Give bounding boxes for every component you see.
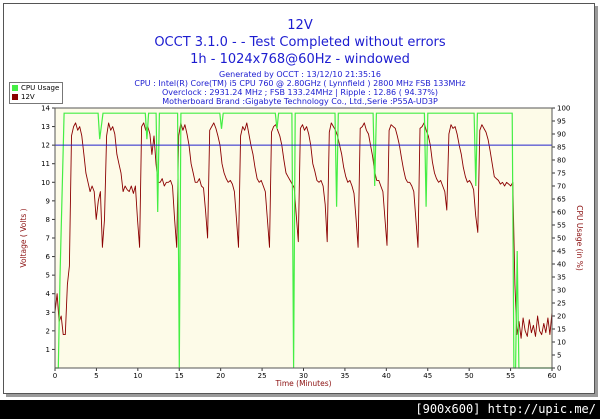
x-tick-label-45: 45	[423, 372, 432, 380]
y-tick-label-8: 8	[46, 216, 50, 224]
y-tick-label-5: 5	[46, 272, 50, 280]
y2-tick-label-60: 60	[557, 209, 566, 217]
y2-tick-label-80: 80	[557, 157, 566, 165]
info-line-generated: Generated by OCCT : 13/12/10 21:35:16	[219, 70, 381, 79]
y2-tick-label-100: 100	[557, 105, 570, 113]
x-tick-label-55: 55	[506, 372, 515, 380]
watermark-bar: [900x600] http://upic.me/	[0, 400, 600, 419]
x-tick-label-20: 20	[216, 372, 225, 380]
legend-swatch-12v	[12, 94, 18, 100]
y-tick-label-7: 7	[46, 235, 50, 243]
y2-tick-label-70: 70	[557, 183, 566, 191]
legend-swatch-cpu-usage	[12, 85, 18, 91]
x-axis-label: Time (Minutes)	[274, 379, 331, 388]
y-tick-label-14: 14	[41, 105, 50, 113]
series-line-12v	[54, 122, 553, 339]
plot-border	[54, 107, 553, 369]
x-tick-label-5: 5	[94, 372, 98, 380]
info-line-overclock: Overclock : 2931.24 MHz ; FSB 133.24MHz …	[162, 88, 438, 97]
y-tick-label-6: 6	[46, 253, 51, 261]
y-tick-label-10: 10	[41, 179, 50, 187]
y2-tick-label-75: 75	[557, 170, 566, 178]
x-tick-label-40: 40	[382, 372, 391, 380]
x-tick-label-25: 25	[258, 372, 267, 380]
legend-label-cpu-usage: CPU Usage	[21, 84, 60, 92]
y-tick-label-12: 12	[41, 142, 50, 150]
x-tick-label-60: 60	[548, 372, 557, 380]
y2-tick-label-15: 15	[557, 326, 566, 334]
y2-tick-label-55: 55	[557, 222, 566, 230]
y2-tick-label-65: 65	[557, 196, 566, 204]
chart-subtitle-2: 1h - 1024x768@60Hz - windowed	[190, 52, 410, 67]
plot-area	[54, 107, 553, 369]
y2-tick-label-0: 0	[557, 365, 561, 373]
y-tick-label-9: 9	[46, 197, 50, 205]
x-tick-label-15: 15	[175, 372, 184, 380]
series-line-cpu-usage	[55, 112, 552, 369]
y2-tick-label-35: 35	[557, 274, 566, 282]
info-line-motherboard: Motherboard Brand :Gigabyte Technology C…	[162, 97, 438, 106]
y-axis-label: Voltage ( Volts )	[19, 208, 28, 267]
y-tick-label-1: 1	[46, 346, 50, 354]
x-tick-label-30: 30	[299, 372, 308, 380]
legend-item-12v: 12V	[12, 93, 35, 102]
y2-tick-label-40: 40	[557, 261, 566, 269]
y2-tick-label-30: 30	[557, 287, 566, 295]
y2-tick-label-95: 95	[557, 118, 566, 126]
y2-tick-label-50: 50	[557, 235, 566, 243]
legend: CPU Usage 12V	[9, 82, 63, 104]
y-tick-label-11: 11	[41, 160, 50, 168]
x-tick-label-50: 50	[465, 372, 474, 380]
legend-item-cpu-usage: CPU Usage	[12, 84, 59, 93]
y2-tick-label-5: 5	[557, 352, 561, 360]
y2-axis-label: CPU Usage (in %)	[575, 205, 584, 271]
y2-tick-label-10: 10	[557, 339, 566, 347]
y2-tick-label-85: 85	[557, 144, 566, 152]
chart-title: 12V	[287, 18, 313, 33]
chart-subtitle: OCCT 3.1.0 - - Test Completed without er…	[154, 35, 446, 50]
x-tick-label-0: 0	[53, 372, 57, 380]
y-tick-label-4: 4	[46, 290, 51, 298]
y-tick-label-13: 13	[41, 123, 50, 131]
y2-tick-label-20: 20	[557, 313, 566, 321]
y2-tick-label-45: 45	[557, 248, 566, 256]
legend-label-12v: 12V	[21, 93, 35, 101]
watermark-text: [900x600] http://upic.me/	[415, 402, 596, 416]
y2-tick-label-90: 90	[557, 131, 566, 139]
y-tick-label-3: 3	[46, 309, 50, 317]
x-tick-label-10: 10	[133, 372, 142, 380]
info-line-cpu: CPU : Intel(R) Core(TM) i5 CPU 760 @ 2.8…	[134, 79, 466, 88]
x-tick-label-35: 35	[340, 372, 349, 380]
y-tick-label-2: 2	[46, 327, 50, 335]
y2-tick-label-25: 25	[557, 300, 566, 308]
